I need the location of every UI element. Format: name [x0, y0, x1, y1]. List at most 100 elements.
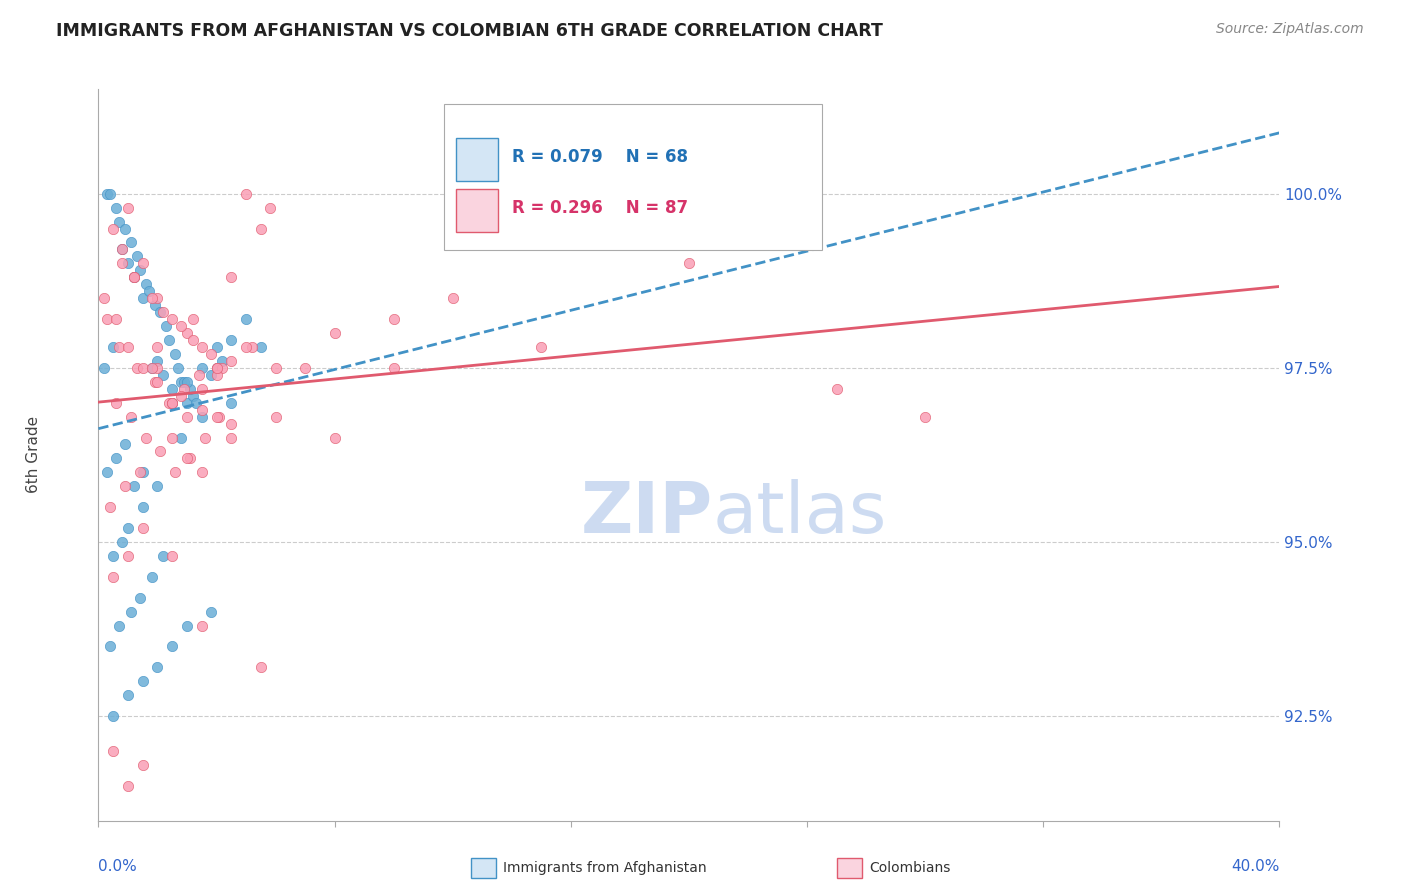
Point	[187, 368, 209, 382]
Point	[176, 451, 198, 466]
Point	[205, 360, 228, 375]
Point	[117, 256, 139, 270]
Point	[93, 291, 115, 305]
Point	[162, 640, 183, 654]
Point	[122, 270, 145, 285]
Point	[323, 326, 346, 340]
Point	[111, 256, 134, 270]
Point	[114, 221, 136, 235]
Point	[162, 312, 183, 326]
Point	[264, 360, 287, 375]
Point	[132, 521, 155, 535]
Point	[98, 640, 121, 654]
Point	[825, 382, 848, 396]
Text: 0.0%: 0.0%	[98, 859, 138, 874]
Text: atlas: atlas	[713, 479, 887, 548]
Point	[141, 570, 163, 584]
Point	[120, 605, 142, 619]
Point	[135, 430, 157, 444]
Point	[128, 466, 150, 480]
Point	[111, 243, 134, 257]
Point	[259, 201, 281, 215]
Point	[111, 243, 134, 257]
Point	[181, 333, 204, 347]
FancyBboxPatch shape	[457, 189, 498, 232]
Point	[117, 521, 139, 535]
Point	[179, 382, 201, 396]
Point	[96, 312, 118, 326]
Point	[221, 333, 243, 347]
Point	[181, 389, 204, 403]
Point	[323, 430, 346, 444]
Point	[120, 235, 142, 250]
Point	[167, 360, 190, 375]
FancyBboxPatch shape	[457, 138, 498, 180]
Point	[103, 549, 125, 563]
Point	[240, 340, 263, 354]
Text: R = 0.079    N = 68: R = 0.079 N = 68	[512, 148, 688, 166]
Point	[294, 360, 316, 375]
Point	[149, 444, 172, 458]
Point	[122, 270, 145, 285]
Point	[914, 409, 936, 424]
Point	[146, 291, 169, 305]
Point	[200, 605, 222, 619]
Point	[111, 535, 134, 549]
Point	[114, 479, 136, 493]
Point	[191, 466, 214, 480]
Point	[162, 395, 183, 409]
Point	[205, 368, 228, 382]
Point	[191, 402, 214, 417]
Point	[176, 375, 198, 389]
Point	[165, 466, 187, 480]
Point	[132, 360, 155, 375]
Text: 6th Grade: 6th Grade	[25, 417, 41, 493]
Point	[184, 395, 207, 409]
Point	[250, 660, 273, 674]
Point	[221, 354, 243, 368]
Point	[235, 186, 257, 201]
Point	[117, 340, 139, 354]
Point	[191, 340, 214, 354]
Point	[221, 417, 243, 431]
Point	[149, 305, 172, 319]
Point	[105, 395, 128, 409]
Point	[141, 291, 163, 305]
Point	[132, 466, 155, 480]
Point	[152, 549, 174, 563]
Point	[200, 368, 222, 382]
Point	[441, 291, 464, 305]
Point	[93, 360, 115, 375]
Point	[135, 277, 157, 292]
Point	[176, 618, 198, 632]
Point	[194, 430, 217, 444]
Point	[205, 360, 228, 375]
Point	[105, 312, 128, 326]
Point	[157, 333, 180, 347]
Point	[162, 382, 183, 396]
Point	[146, 479, 169, 493]
Point	[170, 430, 193, 444]
Point	[176, 326, 198, 340]
Point	[146, 354, 169, 368]
Point	[96, 466, 118, 480]
Point	[191, 618, 214, 632]
Point	[105, 201, 128, 215]
Point	[205, 409, 228, 424]
Point	[117, 201, 139, 215]
Point	[170, 389, 193, 403]
Point	[176, 409, 198, 424]
Point	[132, 674, 155, 689]
Point	[108, 340, 131, 354]
Text: Colombians: Colombians	[869, 861, 950, 875]
Point	[132, 256, 155, 270]
Point	[108, 214, 131, 228]
Point	[221, 395, 243, 409]
Point	[250, 221, 273, 235]
Point	[162, 395, 183, 409]
Point	[530, 340, 553, 354]
Text: Immigrants from Afghanistan: Immigrants from Afghanistan	[503, 861, 707, 875]
Text: IMMIGRANTS FROM AFGHANISTAN VS COLOMBIAN 6TH GRADE CORRELATION CHART: IMMIGRANTS FROM AFGHANISTAN VS COLOMBIAN…	[56, 22, 883, 40]
Point	[132, 500, 155, 515]
Point	[170, 375, 193, 389]
